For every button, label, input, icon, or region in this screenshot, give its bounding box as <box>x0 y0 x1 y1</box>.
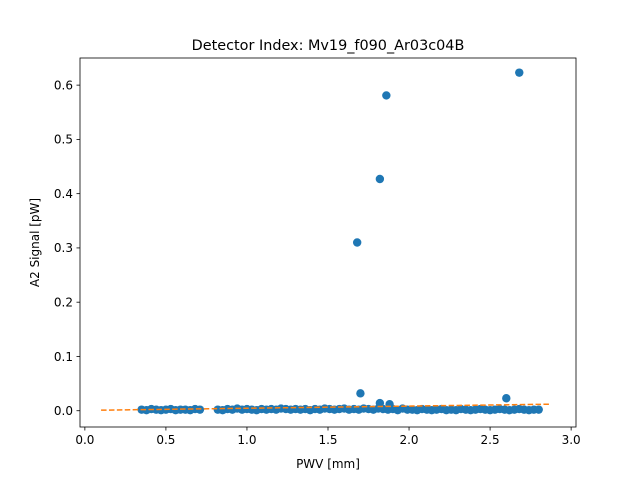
y-tick-label: 0.3 <box>54 241 73 255</box>
y-tick-label: 0.0 <box>54 404 73 418</box>
y-axis: 0.0 0.1 0.2 0.3 0.4 0.5 0.6 <box>54 78 80 418</box>
data-point <box>385 400 394 409</box>
data-layer <box>101 68 551 415</box>
x-tick-label: 1.0 <box>237 433 256 447</box>
data-point <box>352 238 362 247</box>
plot-area <box>101 68 551 415</box>
data-point <box>375 398 385 408</box>
x-axis-label: PWV [mm] <box>296 457 360 471</box>
data-point <box>515 68 524 77</box>
data-point <box>382 91 391 100</box>
x-tick-label: 0.5 <box>156 433 175 447</box>
data-point <box>375 174 385 184</box>
chart-title: Detector Index: Mv19_f090_Ar03c04B <box>192 38 465 54</box>
y-tick-label: 0.6 <box>54 78 73 92</box>
y-tick-label: 0.5 <box>54 133 73 147</box>
data-point <box>356 389 365 398</box>
y-tick-label: 0.2 <box>54 295 73 309</box>
x-axis: 0.0 0.5 1.0 1.5 2.0 2.5 3.0 <box>75 427 581 447</box>
y-axis-label: A2 Signal [pW] <box>28 198 42 287</box>
x-tick-label: 0.0 <box>75 433 94 447</box>
fit-line <box>101 403 551 411</box>
data-point <box>534 405 543 414</box>
data-point <box>502 394 511 403</box>
data-point <box>195 405 205 414</box>
x-tick-label: 3.0 <box>562 433 581 447</box>
y-tick-label: 0.1 <box>54 350 73 364</box>
x-tick-label: 2.0 <box>399 433 418 447</box>
x-tick-label: 1.5 <box>318 433 337 447</box>
x-tick-label: 2.5 <box>481 433 500 447</box>
y-tick-label: 0.4 <box>54 187 73 201</box>
